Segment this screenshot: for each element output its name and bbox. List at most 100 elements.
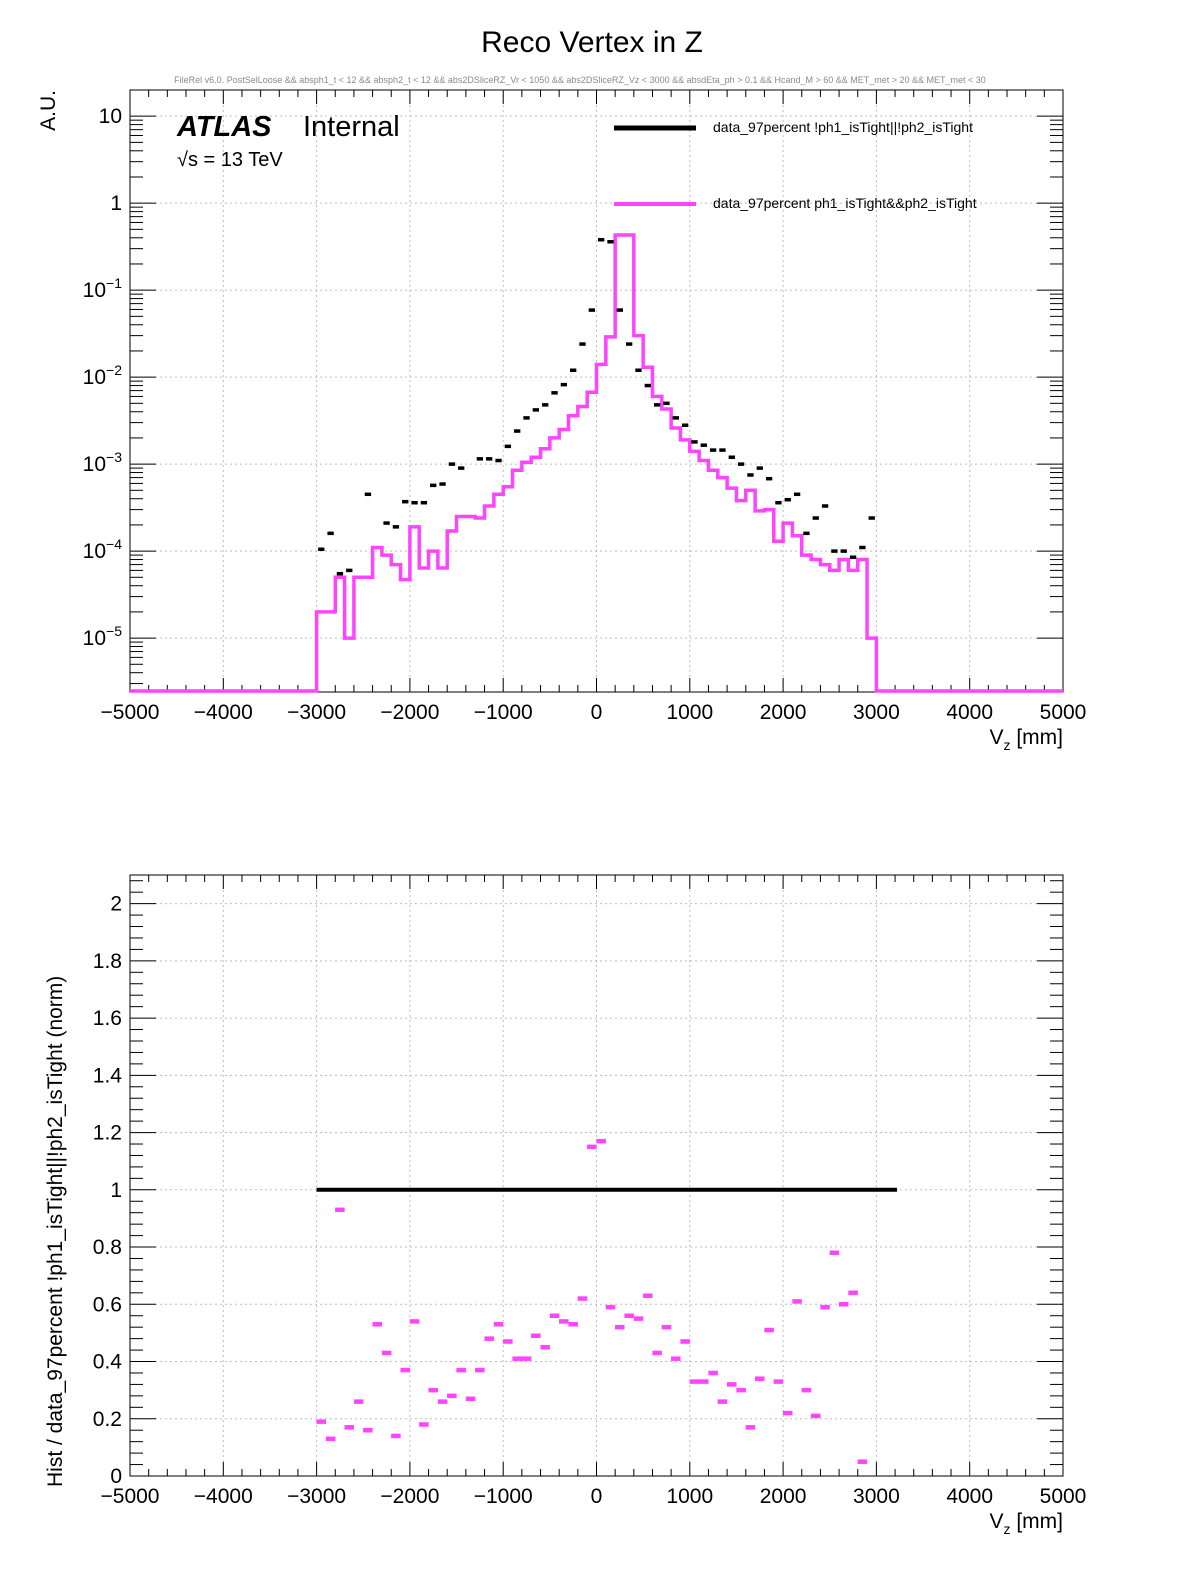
ratio-point bbox=[624, 1313, 634, 1318]
ratio-point bbox=[531, 1333, 541, 1339]
ratio-point bbox=[493, 1322, 504, 1327]
ratio-point bbox=[549, 1313, 560, 1318]
y-tick-label: 0 bbox=[110, 1465, 122, 1488]
ratio-point bbox=[409, 1319, 420, 1324]
x-tick-label: −2000 bbox=[380, 1485, 439, 1508]
ratio-point bbox=[727, 1382, 737, 1387]
x-tick-label: 3000 bbox=[853, 701, 900, 724]
ratio-point bbox=[465, 1396, 476, 1401]
ratio-point bbox=[484, 1336, 494, 1341]
ratio-point bbox=[792, 1299, 802, 1304]
y-tick-label: 10−4 bbox=[83, 536, 123, 563]
legend: data_97percent !ph1_isTight||!ph2_isTigh… bbox=[614, 119, 977, 211]
ratio-point bbox=[661, 1324, 672, 1330]
ratio-point bbox=[699, 1379, 709, 1384]
ratio-point bbox=[428, 1387, 438, 1393]
ratio-point bbox=[811, 1413, 821, 1419]
chart-title: Reco Vertex in Z bbox=[481, 26, 703, 59]
atlas-label: ATLAS bbox=[176, 111, 272, 143]
x-axis-label: Vz [mm] bbox=[989, 726, 1063, 753]
x-tick-label: 4000 bbox=[946, 1485, 993, 1508]
series-b-step-line bbox=[130, 233, 1063, 693]
ratio-point bbox=[577, 1296, 588, 1301]
ratio-point bbox=[456, 1367, 466, 1373]
ratio-point bbox=[587, 1144, 597, 1150]
ratio-point bbox=[773, 1379, 784, 1384]
energy-label: √s = 13 TeV bbox=[177, 149, 283, 171]
ratio-point bbox=[503, 1339, 513, 1344]
y-tick-label: 1.8 bbox=[93, 950, 122, 973]
ratio-point bbox=[447, 1393, 457, 1399]
ratio-point bbox=[801, 1387, 812, 1393]
x-tick-label: 4000 bbox=[946, 701, 993, 724]
ratio-point bbox=[344, 1425, 355, 1430]
ratio-point bbox=[745, 1425, 756, 1430]
ratio-point bbox=[475, 1367, 485, 1373]
ratio-point bbox=[736, 1387, 746, 1393]
x-tick-label: −4000 bbox=[194, 701, 253, 724]
y-tick-label: 1 bbox=[110, 192, 122, 215]
ratio-point bbox=[652, 1350, 662, 1356]
ratio-point bbox=[783, 1410, 793, 1416]
y-tick-label: 0.6 bbox=[93, 1293, 122, 1316]
ratio-point bbox=[437, 1399, 448, 1404]
x-axis-label: Vz [mm] bbox=[989, 1510, 1063, 1537]
x-tick-label: 2000 bbox=[760, 1485, 807, 1508]
legend-label-a: data_97percent !ph1_isTight||!ph2_isTigh… bbox=[713, 119, 973, 135]
y-tick-label: 1.2 bbox=[93, 1122, 122, 1145]
y-tick-label: 10−5 bbox=[83, 623, 123, 650]
ratio-point bbox=[689, 1379, 700, 1384]
y-tick-label: 1.6 bbox=[93, 1007, 122, 1030]
ratio-point bbox=[596, 1138, 606, 1144]
y-tick-label: 0.4 bbox=[93, 1351, 123, 1374]
ratio-point bbox=[708, 1370, 718, 1376]
ratio-point bbox=[521, 1356, 532, 1361]
ratio-point bbox=[559, 1319, 569, 1324]
y-tick-label: 10−3 bbox=[83, 449, 123, 476]
ratio-point bbox=[764, 1327, 774, 1333]
x-tick-label: 5000 bbox=[1040, 701, 1087, 724]
ratio-point bbox=[605, 1304, 616, 1310]
y-axis-label: Hist / data_97percent !ph1_isTight||!ph2… bbox=[44, 976, 67, 1487]
ratio-point bbox=[400, 1367, 410, 1373]
x-tick-label: 2000 bbox=[760, 701, 807, 724]
ratio-point bbox=[353, 1399, 364, 1404]
ratio-point bbox=[512, 1356, 522, 1361]
x-tick-label: −5000 bbox=[101, 701, 160, 724]
ratio-point bbox=[755, 1376, 765, 1381]
y-tick-label: 10−2 bbox=[83, 362, 123, 389]
ratio-point bbox=[363, 1427, 373, 1433]
ratio-point bbox=[540, 1344, 550, 1350]
ratio-point bbox=[671, 1356, 681, 1361]
y-tick-label: 10 bbox=[99, 105, 122, 128]
x-tick-label: 0 bbox=[591, 701, 603, 724]
x-tick-label: 0 bbox=[591, 1485, 603, 1508]
internal-label: Internal bbox=[303, 111, 400, 143]
chart-subtitle: FileRel v6.0. PostSelLoose && absph1_t <… bbox=[174, 75, 986, 85]
ratio-point bbox=[838, 1302, 849, 1307]
x-tick-label: −3000 bbox=[287, 701, 346, 724]
ratio-point bbox=[615, 1324, 625, 1330]
top-panel: −5000 −4000 −3000 −2000 −1000 0 1000 2000 3000 40… bbox=[37, 89, 1087, 753]
ratio-point bbox=[643, 1293, 653, 1298]
x-tick-label: 1000 bbox=[666, 701, 713, 724]
x-tick-label: −4000 bbox=[194, 1485, 253, 1508]
ratio-point bbox=[820, 1304, 830, 1310]
legend-label-b: data_97percent ph1_isTight&&ph2_isTight bbox=[713, 195, 977, 211]
y-tick-label: 2 bbox=[110, 893, 122, 916]
ratio-point bbox=[568, 1322, 578, 1327]
ratio-point bbox=[857, 1459, 868, 1464]
y-tick-label: 10−1 bbox=[83, 275, 123, 302]
x-tick-label: −5000 bbox=[101, 1485, 160, 1508]
x-tick-label: 1000 bbox=[666, 1485, 713, 1508]
x-tick-label: −3000 bbox=[287, 1485, 346, 1508]
y-axis-label: A.U. bbox=[37, 90, 60, 131]
ratio-point bbox=[325, 1436, 336, 1442]
y-tick-label: 1.4 bbox=[93, 1064, 123, 1087]
ratio-point bbox=[419, 1422, 429, 1427]
x-tick-label: −1000 bbox=[474, 1485, 533, 1508]
x-tick-label: −1000 bbox=[474, 701, 533, 724]
ratio-point bbox=[316, 1419, 327, 1424]
y-tick-label: 0.8 bbox=[93, 1236, 122, 1259]
